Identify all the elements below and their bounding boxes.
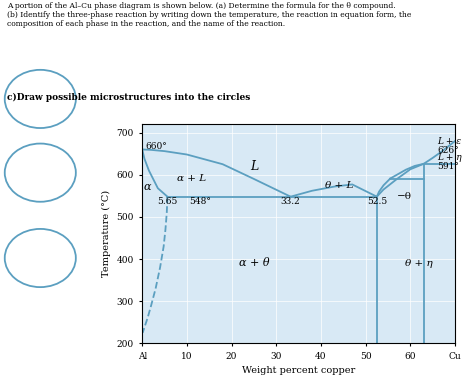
Y-axis label: Temperature (°C): Temperature (°C) [102, 190, 111, 277]
Text: 626°: 626° [437, 146, 459, 155]
Text: −θ: −θ [397, 192, 412, 201]
Text: θ + η: θ + η [405, 259, 433, 268]
Text: L + ε: L + ε [437, 137, 461, 146]
Text: α + θ: α + θ [238, 258, 269, 268]
Text: α + L: α + L [177, 175, 206, 184]
Text: 33.2: 33.2 [281, 197, 301, 206]
Text: L + η: L + η [437, 153, 462, 163]
Text: 548°: 548° [189, 197, 211, 206]
Text: θ + L: θ + L [325, 181, 353, 190]
Text: c)Draw possible microstructures into the circles: c)Draw possible microstructures into the… [7, 93, 250, 102]
X-axis label: Weight percent copper: Weight percent copper [242, 366, 355, 375]
Text: α: α [144, 182, 151, 192]
Text: A portion of the Al–Cu phase diagram is shown below. (a) Determine the formula f: A portion of the Al–Cu phase diagram is … [7, 2, 411, 28]
Text: 591°: 591° [437, 162, 459, 171]
Text: 52.5: 52.5 [367, 197, 387, 206]
Text: 5.65: 5.65 [157, 197, 178, 206]
Text: 660°: 660° [146, 142, 167, 151]
Text: L: L [250, 160, 258, 173]
